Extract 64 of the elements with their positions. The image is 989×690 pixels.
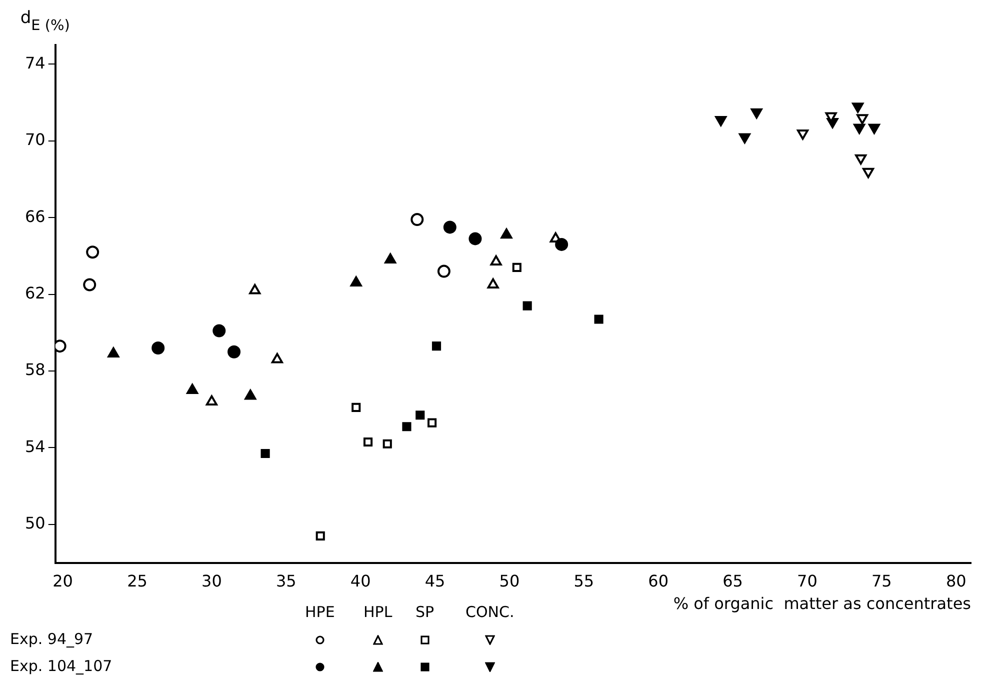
- point: [432, 342, 442, 351]
- point: [108, 347, 120, 358]
- point: [852, 102, 864, 113]
- point: [410, 213, 424, 226]
- point: [750, 108, 762, 119]
- point: [468, 232, 482, 246]
- point: [594, 314, 604, 324]
- x-tick-label: 75: [871, 572, 892, 591]
- point: [738, 133, 750, 144]
- x-tick-label: 40: [350, 572, 371, 591]
- point: [443, 220, 456, 234]
- point: [854, 124, 866, 134]
- point: [522, 301, 532, 310]
- x-tick-label: 20: [52, 572, 73, 591]
- point: [868, 124, 880, 134]
- y-tick-label: 74: [25, 53, 46, 72]
- y-tick-label: 50: [25, 514, 46, 533]
- text: HPE: [305, 603, 335, 621]
- point: [228, 345, 241, 358]
- text: Exp. 104_107: [10, 657, 112, 675]
- point: [271, 353, 283, 364]
- y-tick-label: 54: [25, 436, 46, 456]
- x-tick-label: 80: [946, 572, 966, 591]
- x-tick-label: 60: [648, 572, 669, 591]
- x-tick-label: 30: [202, 572, 222, 591]
- point: [363, 437, 373, 447]
- point: [512, 262, 522, 272]
- point: [352, 402, 361, 412]
- x-tick-label: 45: [424, 572, 446, 591]
- point: [212, 324, 226, 338]
- point: [428, 418, 437, 428]
- point: [244, 389, 256, 400]
- point: [83, 278, 96, 292]
- x-tick-label: 25: [127, 572, 148, 591]
- point: [856, 114, 868, 124]
- point: [715, 116, 727, 126]
- point: [206, 395, 218, 406]
- point: [86, 246, 100, 259]
- text: CONC.: [466, 603, 514, 621]
- point: [316, 531, 325, 540]
- x-tick-label: 70: [797, 572, 818, 591]
- point: [260, 448, 270, 458]
- point: [555, 238, 568, 251]
- point: [855, 154, 867, 165]
- point: [796, 129, 809, 140]
- point: [382, 439, 392, 448]
- y-tick-label: 70: [25, 130, 46, 150]
- point: [402, 422, 412, 432]
- point: [416, 410, 425, 420]
- point: [152, 342, 165, 355]
- x-tick-label: 50: [499, 572, 520, 591]
- text: Exp. 94_97: [10, 630, 94, 648]
- x-tick-label: 55: [574, 572, 594, 591]
- x-tick-label: 35: [276, 572, 296, 591]
- x-tick-label: 65: [722, 572, 743, 591]
- point: [862, 168, 874, 178]
- point: [437, 264, 450, 278]
- y-tick-label: 66: [25, 206, 46, 226]
- y-tick-label: 58: [25, 360, 46, 380]
- text: SP: [416, 603, 434, 621]
- point: [186, 384, 198, 394]
- text: HPL: [364, 603, 392, 621]
- y-tick-label: 62: [25, 283, 46, 302]
- x-axis-title: % of organic matter as concentrates: [673, 594, 971, 613]
